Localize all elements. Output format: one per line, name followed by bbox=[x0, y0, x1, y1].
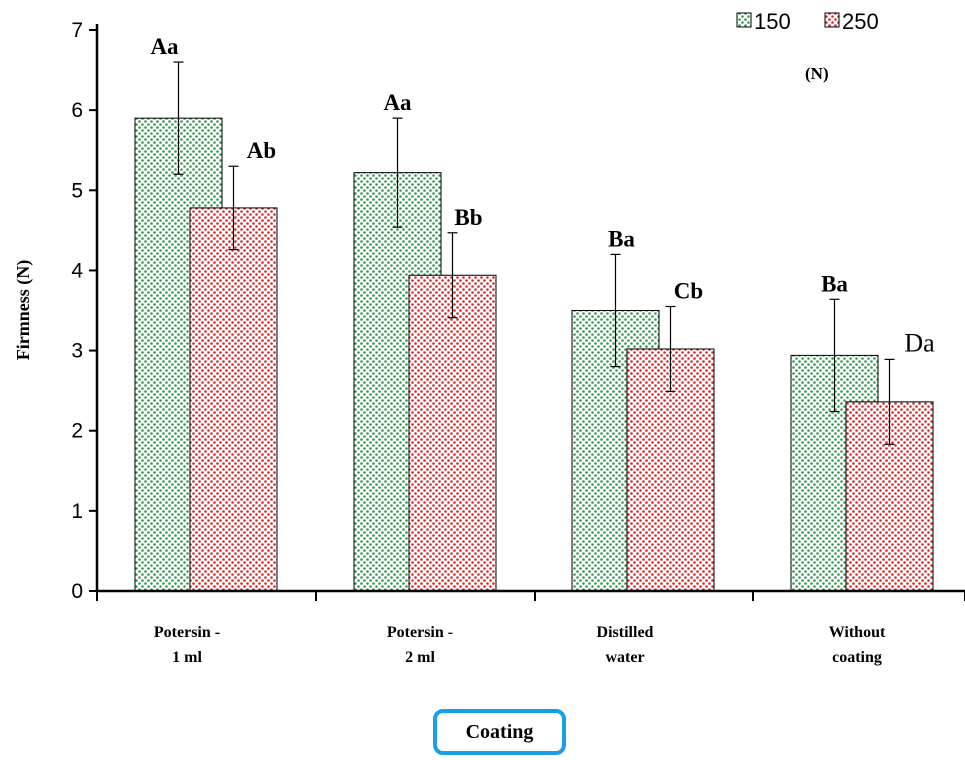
significance-label: Da bbox=[904, 328, 935, 357]
bar-250-2 bbox=[408, 274, 497, 592]
y-tick-label: 6 bbox=[71, 99, 83, 122]
y-tick-label: 5 bbox=[71, 179, 83, 202]
legend-label-150: 150 bbox=[754, 9, 791, 34]
legend-unit: (N) bbox=[805, 64, 829, 83]
significance-label: Aa bbox=[383, 90, 412, 115]
category-label: Potersin - bbox=[154, 624, 220, 641]
y-tick-label: 4 bbox=[71, 259, 83, 282]
legend-label-250: 250 bbox=[842, 9, 879, 34]
y-tick-label: 3 bbox=[71, 340, 83, 363]
category-label: coating bbox=[832, 649, 882, 666]
x-axis-label: Coating bbox=[433, 709, 566, 755]
significance-label: Ba bbox=[608, 226, 635, 251]
category-label: water bbox=[605, 649, 644, 666]
legend-swatch-150 bbox=[736, 12, 752, 28]
y-tick-label: 1 bbox=[71, 500, 83, 523]
category-label: Distilled bbox=[597, 624, 654, 641]
significance-label: Ba bbox=[821, 271, 848, 296]
y-tick-label: 0 bbox=[71, 580, 83, 603]
significance-label: Bb bbox=[454, 205, 482, 230]
category-label: 2 ml bbox=[405, 649, 435, 666]
category-label: Potersin - bbox=[387, 624, 453, 641]
significance-label: Aa bbox=[150, 34, 179, 59]
y-axis-label: Firmness (N) bbox=[13, 260, 34, 360]
plot-area: 0 1 2 3 4 5 6 7 Aa Aa Ba Ba Ab Bb Cb Da Potersin - 1 ml Po… bbox=[71, 9, 965, 666]
category-label: Without bbox=[829, 624, 886, 641]
category-label: 1 ml bbox=[172, 649, 202, 666]
y-tick-label: 7 bbox=[71, 19, 83, 42]
legend-swatch-250 bbox=[824, 12, 840, 28]
y-tick-label: 2 bbox=[71, 420, 83, 443]
bar-250-1 bbox=[189, 207, 278, 592]
significance-label: Ab bbox=[247, 138, 276, 163]
significance-label: Cb bbox=[674, 278, 703, 303]
